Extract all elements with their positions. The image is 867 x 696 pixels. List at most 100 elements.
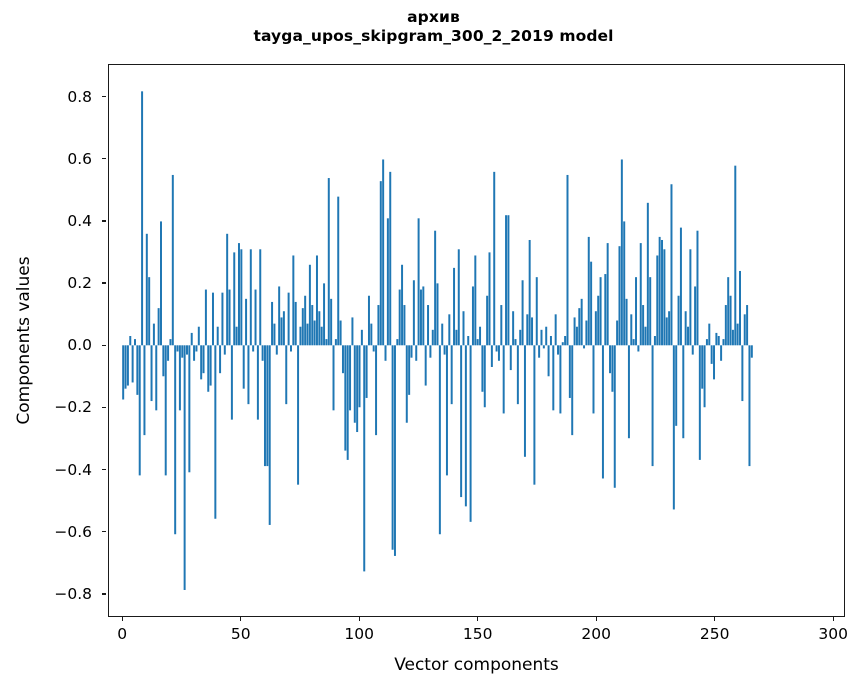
bar <box>724 305 727 346</box>
bar <box>190 332 193 346</box>
x-tick-label: 300 <box>818 625 848 643</box>
y-tick-mark <box>102 469 106 471</box>
y-tick-label: −0.2 <box>54 398 92 417</box>
plot-axes <box>108 64 845 617</box>
bar <box>245 298 248 346</box>
bar <box>580 298 583 346</box>
bar <box>606 243 609 346</box>
bar <box>122 345 125 400</box>
bar <box>587 236 590 346</box>
bar <box>136 345 139 395</box>
bar <box>207 345 210 392</box>
bar <box>434 230 437 346</box>
x-tick-label: 50 <box>230 625 251 643</box>
bar <box>464 345 467 507</box>
bar <box>337 196 340 346</box>
bar <box>590 261 593 346</box>
y-tick-mark <box>102 593 106 595</box>
bar <box>450 345 453 405</box>
bar <box>287 292 290 346</box>
bar <box>739 270 742 346</box>
bar <box>377 305 380 346</box>
bar <box>531 317 534 346</box>
bar <box>445 345 448 476</box>
bar <box>280 317 283 346</box>
bar <box>604 274 607 346</box>
bar <box>748 345 751 467</box>
bar <box>571 345 574 436</box>
bar <box>391 345 394 550</box>
bar <box>339 320 342 346</box>
bar <box>734 165 737 346</box>
bar <box>242 345 245 389</box>
bar <box>181 345 184 358</box>
bar <box>422 286 425 346</box>
y-tick-label: −0.4 <box>54 460 92 479</box>
bar <box>408 345 411 395</box>
bar <box>623 221 626 346</box>
bar <box>471 286 474 346</box>
bar <box>500 305 503 346</box>
bar <box>661 239 664 346</box>
bar <box>415 345 418 361</box>
bar <box>273 323 276 346</box>
bar <box>176 345 179 352</box>
bar <box>509 345 512 371</box>
bar <box>656 255 659 346</box>
bar <box>124 345 127 389</box>
bar <box>299 326 302 346</box>
bar <box>741 345 744 402</box>
bar <box>573 317 576 346</box>
bar <box>297 345 300 485</box>
bar <box>564 336 567 346</box>
bar <box>254 289 257 346</box>
bar <box>750 345 753 358</box>
bar <box>682 345 685 439</box>
bar <box>294 301 297 346</box>
bar <box>552 345 555 411</box>
bar <box>637 345 640 352</box>
bar <box>360 329 363 346</box>
bar <box>481 345 484 392</box>
bar <box>542 345 545 349</box>
bar <box>549 336 552 346</box>
bar <box>516 345 519 405</box>
bar <box>292 255 295 346</box>
bar <box>665 317 668 346</box>
bar <box>249 249 252 346</box>
y-tick-label: 0.8 <box>67 87 92 106</box>
chart-title: архив tayga_upos_skipgram_300_2_2019 mod… <box>0 8 867 46</box>
bar <box>363 345 366 572</box>
bar <box>171 174 174 346</box>
y-axis-label: Components values <box>14 256 34 425</box>
bar <box>219 345 222 374</box>
bar <box>323 283 326 346</box>
bar <box>677 295 680 346</box>
bar <box>559 345 562 414</box>
bar <box>474 255 477 346</box>
y-tick-label: 0.4 <box>67 211 92 230</box>
bar <box>611 345 614 392</box>
bar <box>625 298 628 346</box>
bar <box>479 326 482 346</box>
bar <box>514 339 517 346</box>
bar <box>235 326 238 346</box>
bar <box>609 345 612 374</box>
bar <box>651 345 654 467</box>
bar <box>689 249 692 346</box>
bar <box>396 339 399 346</box>
bar <box>538 345 541 358</box>
bar <box>627 345 630 439</box>
bar <box>743 314 746 346</box>
bar <box>691 345 694 355</box>
bar <box>684 311 687 346</box>
bar <box>237 243 240 346</box>
bar <box>134 339 136 346</box>
bar <box>268 345 271 525</box>
bar <box>271 301 274 346</box>
bar <box>315 255 318 346</box>
bar <box>438 345 441 535</box>
bar <box>186 345 188 355</box>
bar <box>599 277 602 346</box>
bar <box>727 277 730 346</box>
